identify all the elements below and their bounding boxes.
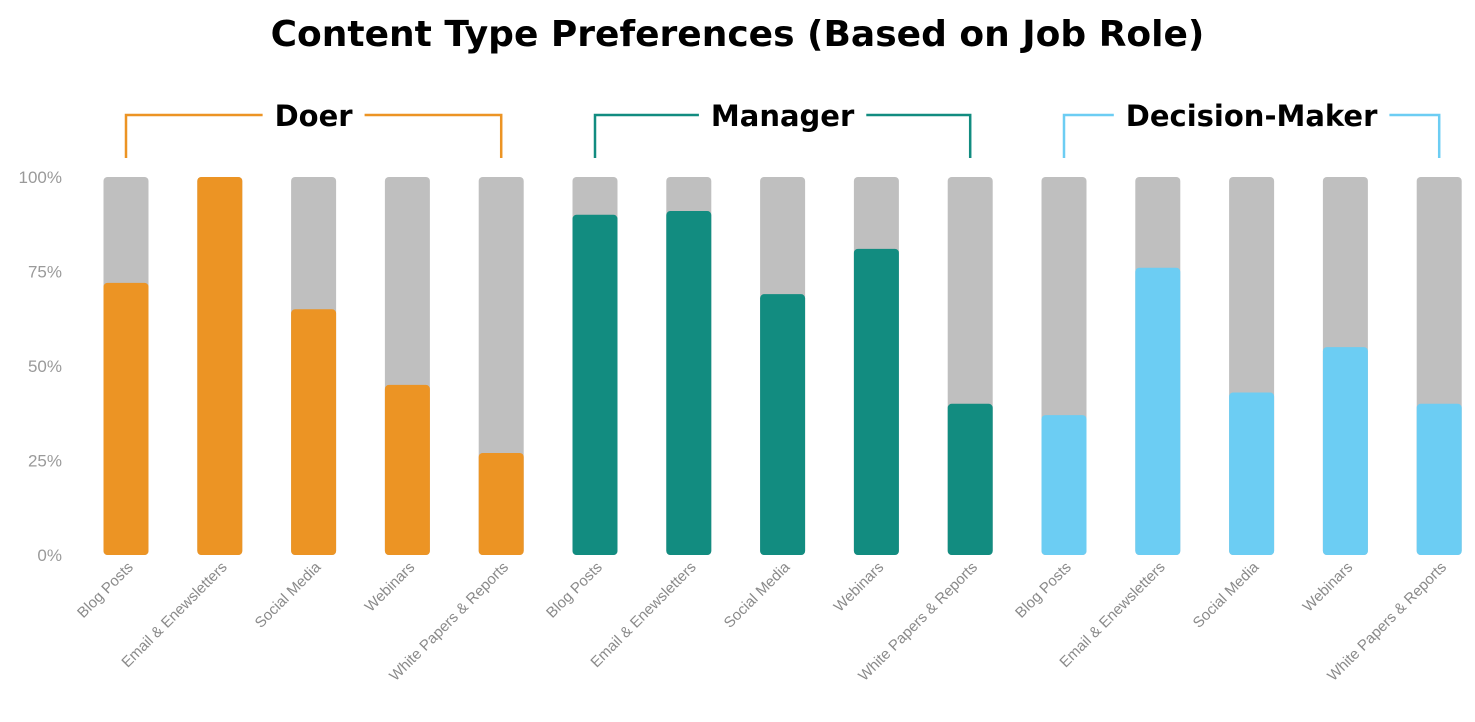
bar xyxy=(478,452,524,555)
bar xyxy=(666,211,712,555)
chart-title: Content Type Preferences (Based on Job R… xyxy=(270,14,1205,55)
bar xyxy=(572,214,618,556)
group-brackets: Doer Manager Decision-Maker xyxy=(124,99,1441,158)
x-tick-label: Blog Posts xyxy=(543,559,606,622)
bar xyxy=(1416,403,1462,555)
bar xyxy=(197,177,243,555)
x-tick-label: Blog Posts xyxy=(74,559,137,622)
y-tick-label: 0% xyxy=(37,546,62,565)
bar xyxy=(1229,392,1275,555)
bar xyxy=(853,248,899,555)
y-tick-label: 25% xyxy=(28,452,62,471)
bar xyxy=(947,403,993,555)
x-tick-label: Webinars xyxy=(1300,559,1357,616)
bar xyxy=(103,282,149,555)
x-tick-label: Webinars xyxy=(831,559,888,616)
group-label: Doer xyxy=(275,99,354,133)
x-tick-label: Email & Enewsletters xyxy=(118,559,230,671)
group-bracket-right xyxy=(364,113,503,158)
x-tick-label: Webinars xyxy=(362,559,419,616)
y-tick-label: 100% xyxy=(19,168,62,187)
group-bracket-left xyxy=(593,113,699,158)
group-label: Manager xyxy=(711,99,855,133)
x-tick-label: Email & Enewsletters xyxy=(1056,559,1168,671)
bar xyxy=(760,294,806,555)
bar xyxy=(384,384,430,555)
bars xyxy=(103,177,1462,556)
y-tick-label: 50% xyxy=(28,357,62,376)
y-axis-ticks: 0% 25% 50% 75% 100% xyxy=(19,168,62,565)
group-bracket-left xyxy=(124,113,263,158)
x-tick-label: Social Media xyxy=(252,558,325,631)
group-bracket-left xyxy=(1062,113,1114,158)
bar xyxy=(1135,267,1181,555)
x-tick-label: Email & Enewsletters xyxy=(587,559,699,671)
x-tick-label: Social Media xyxy=(1190,558,1263,631)
bar xyxy=(291,309,337,555)
group-label: Decision-Maker xyxy=(1126,99,1378,133)
x-tick-label: Social Media xyxy=(721,558,794,631)
y-tick-label: 75% xyxy=(28,263,62,282)
x-tick-label: Blog Posts xyxy=(1012,559,1075,622)
bar xyxy=(1041,415,1087,555)
group-bracket-right xyxy=(866,113,972,158)
group-bracket-right xyxy=(1389,113,1441,158)
bar xyxy=(1322,347,1368,555)
